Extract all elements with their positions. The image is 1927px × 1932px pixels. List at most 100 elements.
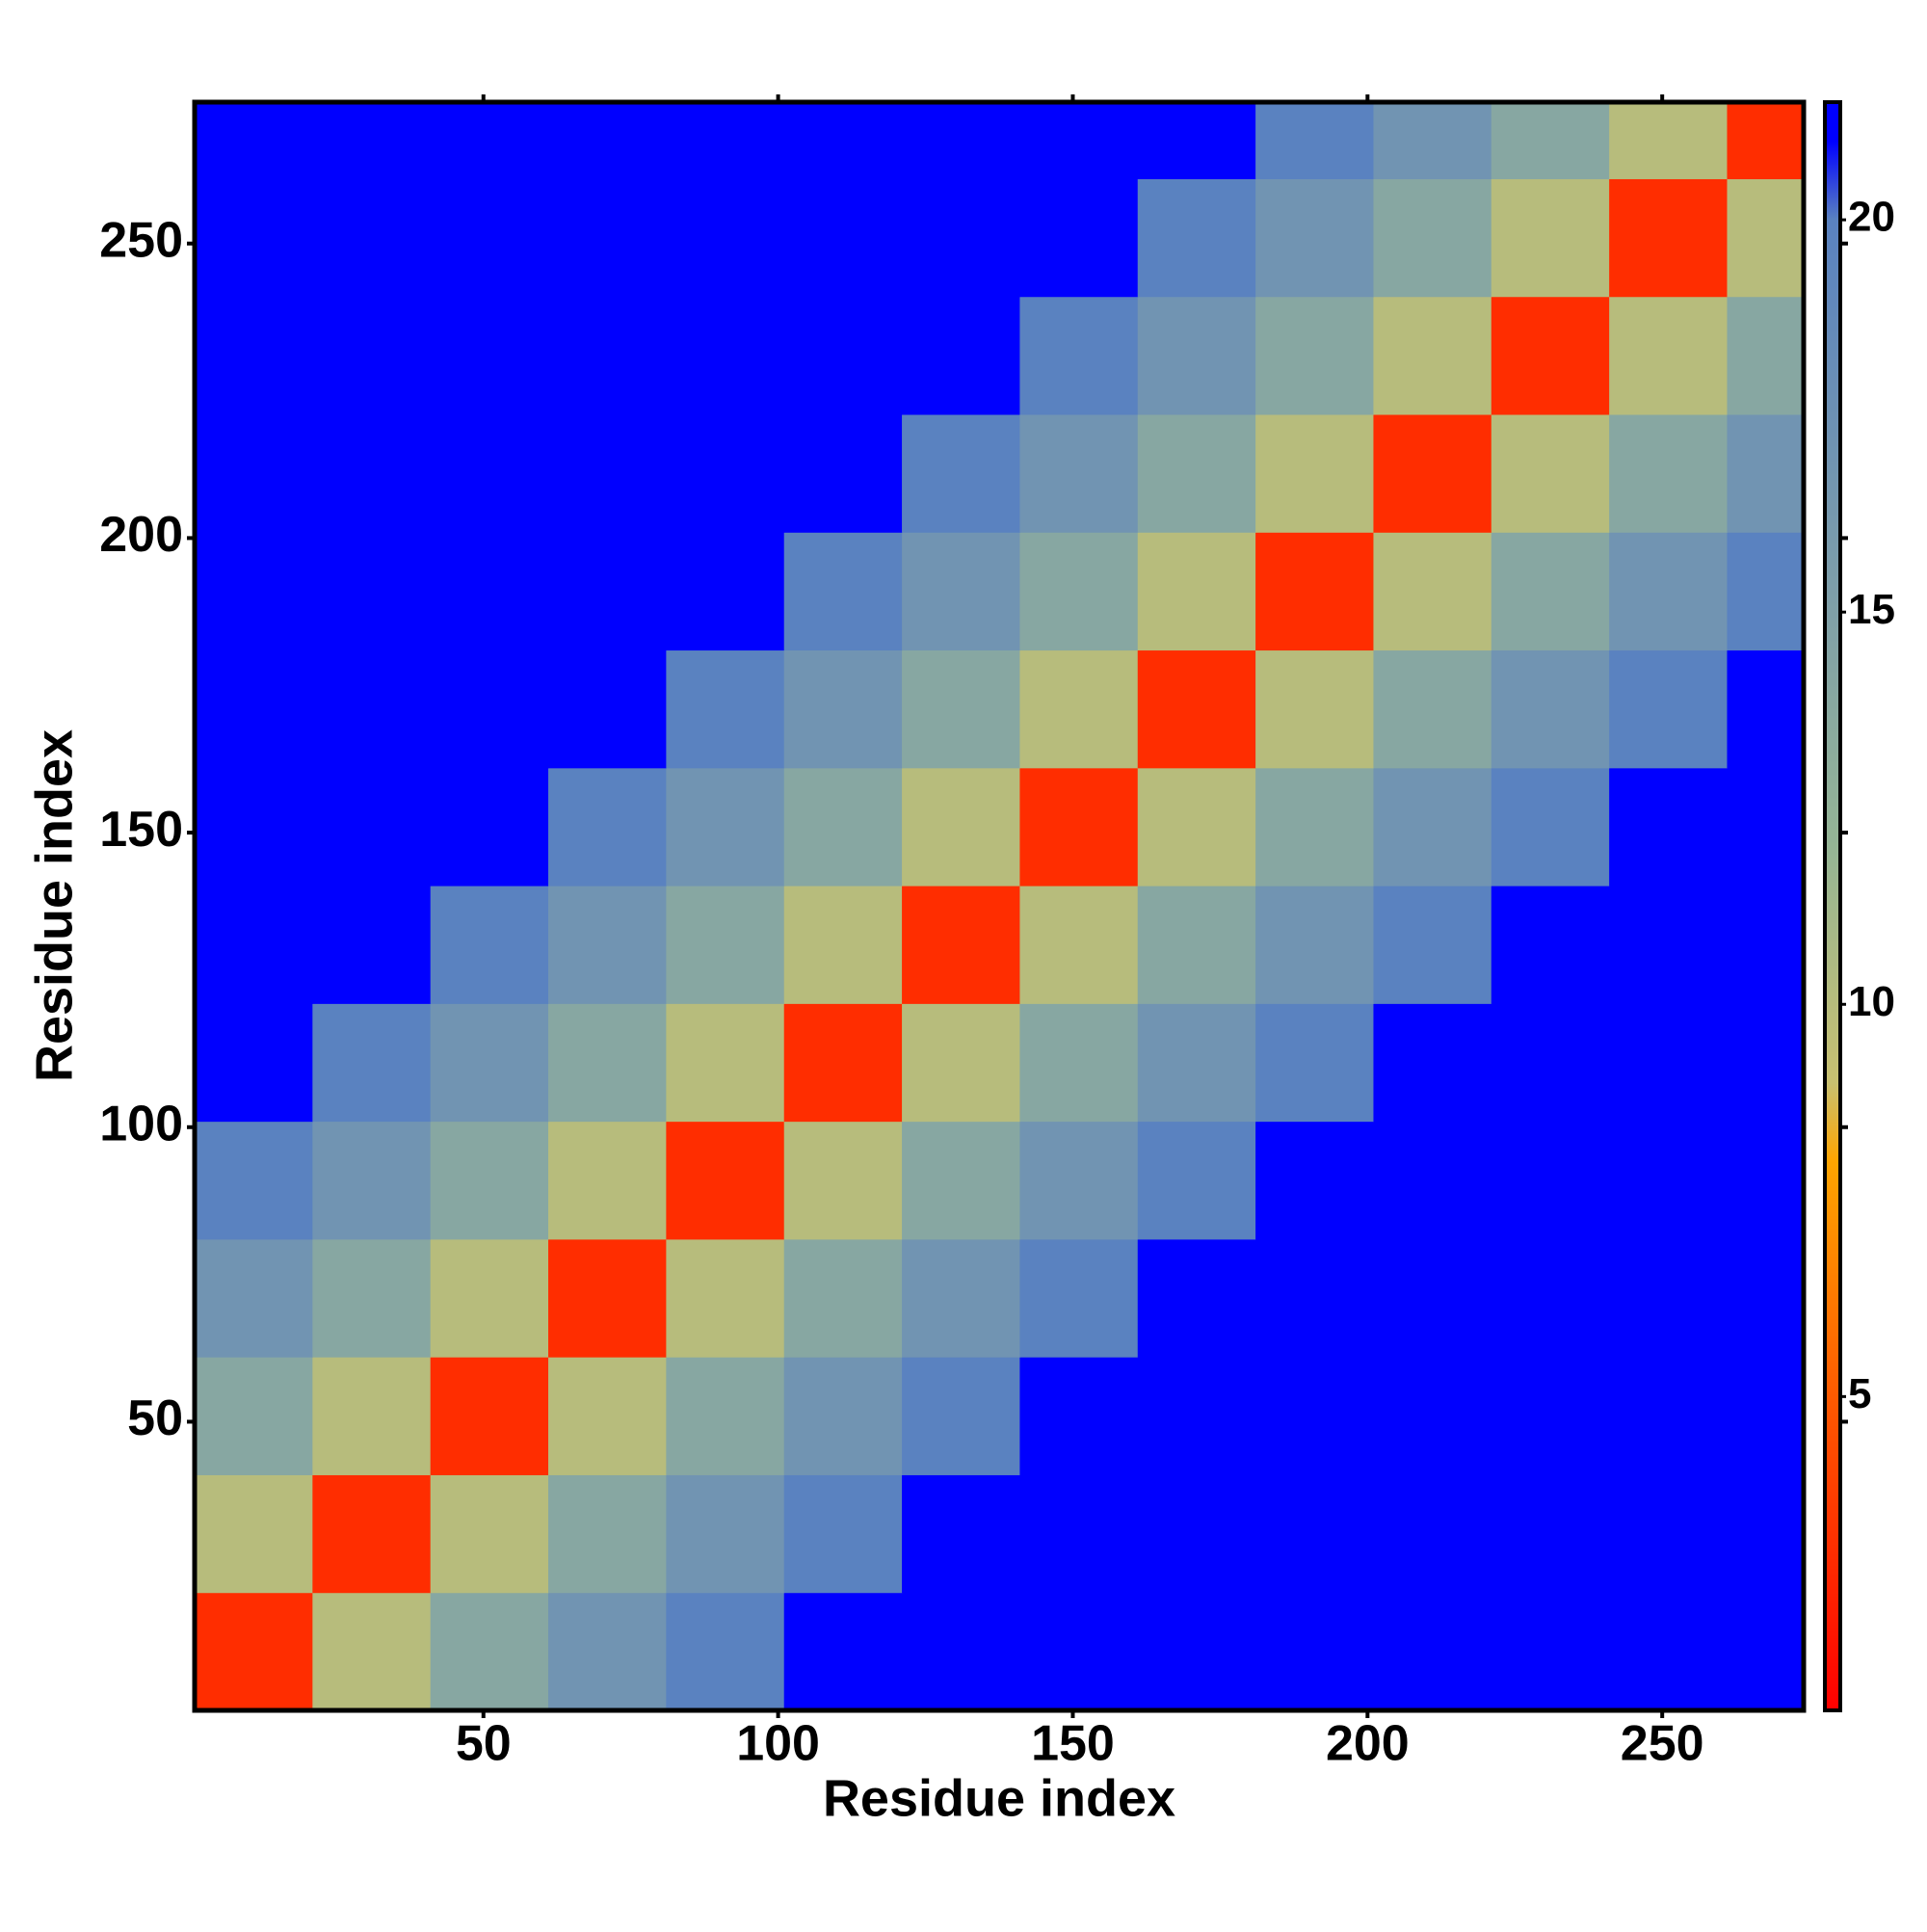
heatmap-cell (430, 178, 549, 298)
heatmap-cell (666, 1592, 785, 1710)
x-tick-label: 200 (1326, 1716, 1410, 1772)
x-tick-label: 150 (1031, 1716, 1115, 1772)
heatmap-cell (195, 296, 313, 415)
heatmap-cell (902, 1357, 1020, 1475)
heatmap-cell (1019, 1121, 1139, 1240)
heatmap-cell (902, 296, 1020, 415)
heatmap-cell (1609, 1003, 1728, 1123)
heatmap-cell (1255, 1121, 1374, 1240)
heatmap-cell (312, 886, 432, 1004)
heatmap-cell (195, 1474, 313, 1594)
colorbar-tick-label: 20 (1848, 194, 1895, 241)
heatmap-cell (1727, 1238, 1804, 1358)
heatmap-cell (1727, 1121, 1804, 1240)
heatmap-cell (1137, 296, 1256, 415)
heatmap-cell (312, 1238, 432, 1358)
heatmap-cell (902, 1003, 1020, 1123)
heatmap-cell (783, 1474, 903, 1594)
heatmap-cell (783, 767, 903, 887)
heatmap-cell (1727, 886, 1804, 1004)
x-axis-title: Residue index (823, 1769, 1175, 1827)
heatmap-cell (548, 1357, 667, 1475)
heatmap-cell (783, 1238, 903, 1358)
heatmap-cell (430, 886, 549, 1004)
x-tick-label: 250 (1621, 1716, 1704, 1772)
heatmap-cell (1255, 886, 1374, 1004)
heatmap-cell (1609, 1121, 1728, 1240)
heatmap-cell (1255, 1357, 1374, 1475)
heatmap-cell (1727, 1474, 1804, 1594)
heatmap-cell (548, 1592, 667, 1710)
heatmap-cell (1137, 649, 1256, 769)
heatmap-cell (312, 296, 432, 415)
heatmap-cell (430, 296, 549, 415)
heatmap-cell (783, 1357, 903, 1475)
heatmap-cell (1491, 1357, 1610, 1475)
heatmap-cell (312, 414, 432, 533)
heatmap-cell (1491, 532, 1610, 651)
heatmap-cell (430, 649, 549, 769)
heatmap-cell (1609, 886, 1728, 1004)
heatmap-cell (783, 1592, 903, 1710)
heatmap-cell (902, 1121, 1020, 1240)
heatmap-cell (312, 178, 432, 298)
heatmap-cell (783, 178, 903, 298)
heatmap-cell (548, 1238, 667, 1358)
heatmap-cell (1255, 1592, 1374, 1710)
heatmap-cell (548, 178, 667, 298)
heatmap-cell (1727, 414, 1804, 533)
heatmap-cell (548, 296, 667, 415)
heatmap-cell (902, 102, 1020, 179)
heatmap-cell (430, 1357, 549, 1475)
heatmap-cell (666, 1238, 785, 1358)
heatmap-cell (1727, 178, 1804, 298)
heatmap-cell (666, 1121, 785, 1240)
heatmap-cell (1373, 1592, 1492, 1710)
heatmap-cell (902, 1238, 1020, 1358)
heatmap-cell (1609, 102, 1728, 179)
heatmap-cell (1137, 1121, 1256, 1240)
heatmap-cell (312, 1592, 432, 1710)
heatmap-cell (195, 1238, 313, 1358)
heatmap-cell (312, 1357, 432, 1475)
heatmap-cell (312, 1003, 432, 1123)
heatmap-cell (548, 414, 667, 533)
heatmap-cell (1373, 649, 1492, 769)
heatmap-cell (1255, 649, 1374, 769)
heatmap-cell (1491, 1121, 1610, 1240)
heatmap-cell (1491, 414, 1610, 533)
heatmap-cell (1609, 532, 1728, 651)
heatmap-cell (312, 1121, 432, 1240)
heatmap-cell (1255, 767, 1374, 887)
heatmap-cell (548, 532, 667, 651)
heatmap-cell (783, 1121, 903, 1240)
heatmap-cell (1019, 1238, 1139, 1358)
heatmap-cell (1491, 1238, 1610, 1358)
heatmap-cell (430, 532, 549, 651)
heatmap-cell (1491, 649, 1610, 769)
heatmap-cell (1137, 414, 1256, 533)
heatmap-cell (430, 1474, 549, 1594)
heatmap-cell (783, 649, 903, 769)
heatmap-cell (1373, 767, 1492, 887)
heatmap-cell (1491, 1474, 1610, 1594)
heatmap-cell (430, 414, 549, 533)
colorbar (1823, 100, 1842, 1712)
y-tick-label: 150 (99, 802, 183, 858)
heatmap-cell (1373, 1474, 1492, 1594)
heatmap-cell (1609, 1357, 1728, 1475)
heatmap-cell (1727, 1003, 1804, 1123)
heatmap-cell (548, 649, 667, 769)
heatmap-cell (1373, 1003, 1492, 1123)
heatmap-cell (312, 649, 432, 769)
heatmap-cell (1609, 414, 1728, 533)
heatmap-cell (548, 102, 667, 179)
y-tick-label: 200 (99, 507, 183, 563)
x-tick-label: 100 (736, 1716, 820, 1772)
heatmap-cell (902, 767, 1020, 887)
plot-frame (192, 99, 1807, 1713)
heatmap-cell (1727, 532, 1804, 651)
heatmap-cell (666, 532, 785, 651)
y-tick-label: 50 (127, 1390, 183, 1446)
